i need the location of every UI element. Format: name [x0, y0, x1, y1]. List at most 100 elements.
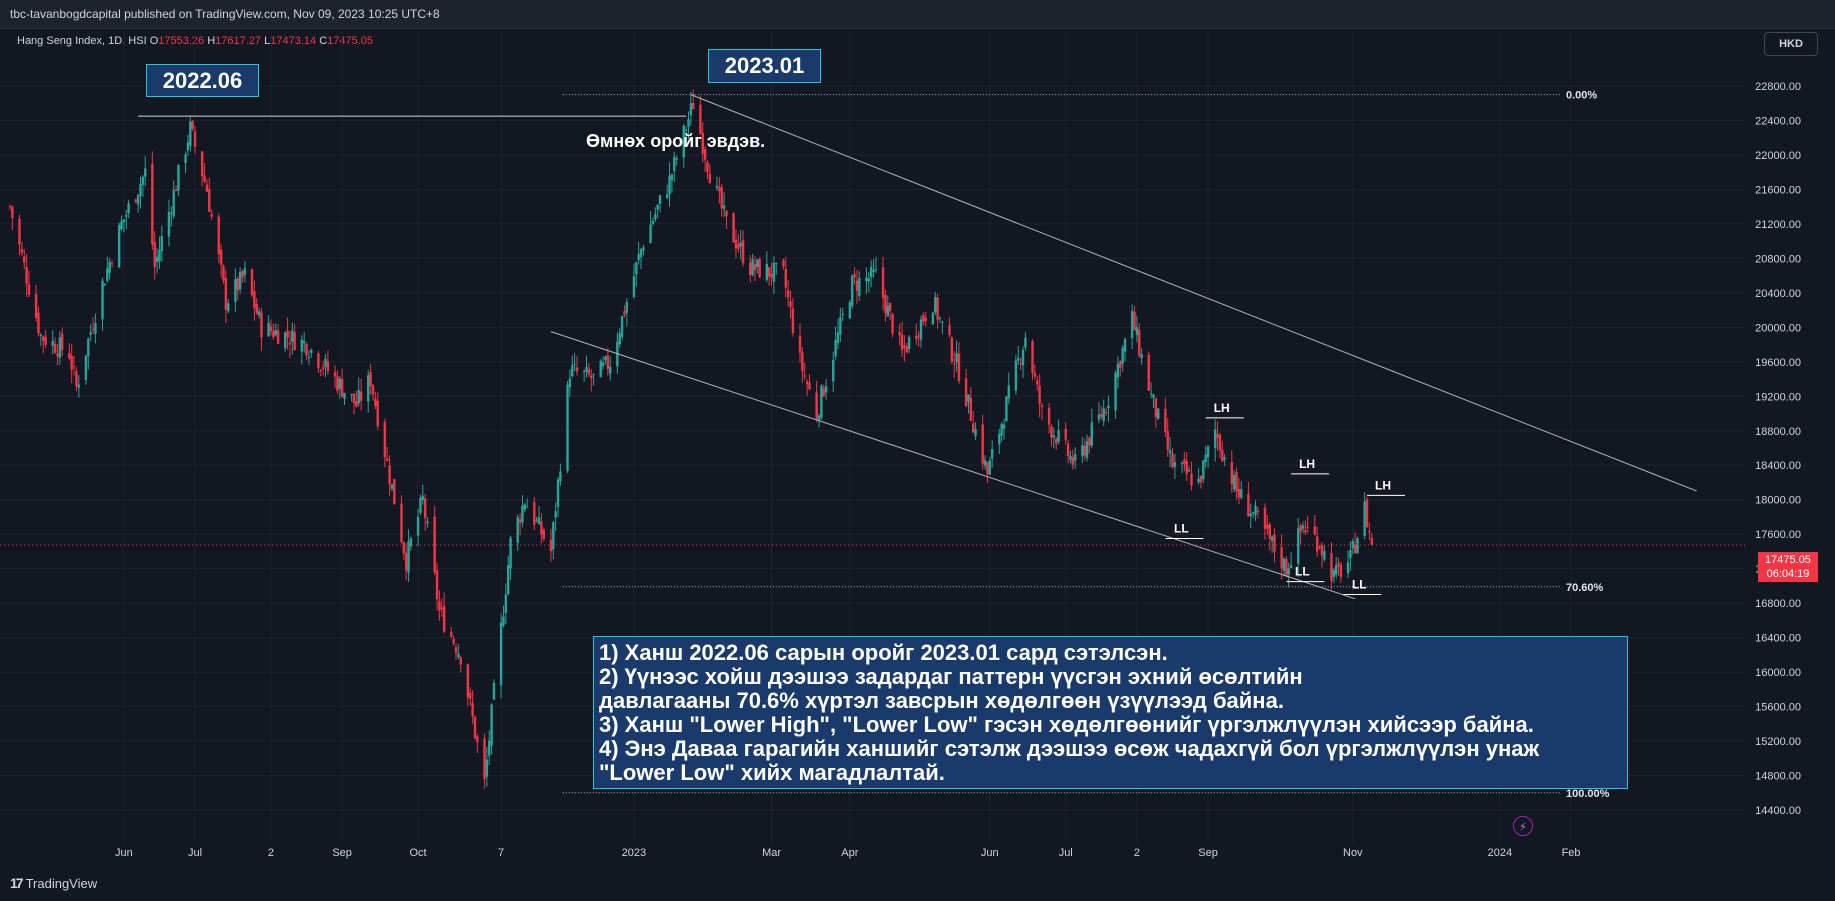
- candle-body: [1166, 431, 1169, 451]
- candle-body: [1206, 446, 1210, 458]
- candle-body: [53, 343, 57, 353]
- candle-body: [1190, 473, 1193, 486]
- trendline: [690, 94, 1697, 492]
- candle-body: [801, 352, 804, 372]
- candle-body: [1100, 414, 1103, 417]
- candle-body: [359, 391, 363, 401]
- candle-body: [1251, 512, 1255, 514]
- candle-body: [1287, 568, 1290, 575]
- currency-button[interactable]: HKD: [1764, 32, 1818, 56]
- candle-body: [255, 304, 258, 314]
- candle-body: [848, 302, 852, 319]
- candle-body: [357, 390, 360, 404]
- candle-body: [756, 259, 759, 267]
- candle-body: [84, 355, 88, 380]
- candle-body: [739, 242, 742, 247]
- candle-body: [103, 284, 107, 286]
- candle-body: [969, 397, 973, 421]
- candle-body: [533, 502, 536, 525]
- x-tick-label: Sep: [1198, 847, 1218, 859]
- candle-body: [974, 428, 977, 437]
- candle-body: [326, 361, 330, 372]
- candle-body: [1183, 459, 1186, 464]
- candle-body: [390, 484, 394, 489]
- bar-countdown: 06:04:19: [1766, 568, 1810, 580]
- candle-body: [998, 433, 1001, 445]
- y-tick-label: 22800.00: [1755, 81, 1801, 93]
- candle-body: [416, 516, 420, 536]
- candle-body: [741, 240, 745, 264]
- candle-body: [1353, 544, 1357, 554]
- candle-body: [1318, 546, 1321, 549]
- candle-body: [1268, 524, 1271, 539]
- close-label: C: [319, 35, 328, 47]
- candle-body: [421, 495, 424, 500]
- y-tick-label: 22400.00: [1755, 115, 1801, 127]
- candle-body: [134, 199, 137, 203]
- candle-body: [535, 519, 538, 521]
- lower-low-label: LL: [1174, 522, 1189, 536]
- candle-body: [450, 632, 453, 637]
- candle-body: [1230, 462, 1233, 485]
- candle-body: [386, 458, 389, 461]
- candle-body: [127, 203, 130, 214]
- candle-body: [571, 365, 574, 377]
- candle-body: [592, 373, 595, 375]
- candle-body: [1135, 327, 1139, 336]
- candle-body: [184, 154, 187, 164]
- candle-body: [772, 262, 776, 282]
- candle-body: [1164, 408, 1167, 432]
- candle-body: [867, 278, 871, 282]
- candle-body: [537, 517, 541, 525]
- candle-body: [1168, 450, 1172, 454]
- x-tick-label: 2023: [622, 847, 646, 859]
- candle-body: [815, 392, 818, 419]
- candle-body: [834, 339, 837, 357]
- y-tick-label: 21600.00: [1755, 184, 1801, 196]
- candle-body: [915, 335, 918, 340]
- candle-body: [222, 265, 225, 281]
- high-value: 17617.27: [215, 35, 262, 47]
- candle-body: [167, 211, 171, 237]
- candle-body: [504, 594, 508, 613]
- candle-body: [141, 176, 145, 185]
- candle-body: [459, 657, 462, 665]
- note-line: "Lower Low" хийх магадлалтай.: [599, 760, 945, 785]
- y-tick-label: 20000.00: [1755, 322, 1801, 334]
- candle-body: [1040, 404, 1044, 407]
- candle-body: [986, 462, 989, 475]
- candle-body: [300, 339, 304, 352]
- candle-body: [822, 388, 825, 397]
- candle-body: [1266, 524, 1269, 529]
- candle-body: [869, 266, 873, 278]
- candle-body: [1090, 422, 1094, 446]
- candle-body: [409, 538, 413, 547]
- candle-body: [20, 248, 24, 253]
- candle-body: [1249, 513, 1252, 517]
- candle-body: [525, 506, 529, 508]
- candle-body: [748, 262, 752, 275]
- candle-body: [1280, 547, 1283, 569]
- y-tick-label: 21200.00: [1755, 219, 1801, 231]
- candle-body: [87, 338, 90, 356]
- previous-high-label: Өмнөх оройг эвдэв.: [586, 131, 765, 151]
- candle-body: [75, 371, 78, 387]
- candle-body: [722, 205, 726, 210]
- lightning-icon[interactable]: ⚡: [1513, 816, 1533, 836]
- candle-body: [1185, 461, 1188, 474]
- candle-body: [151, 163, 154, 245]
- candle-body: [257, 311, 261, 316]
- candle-body: [1102, 408, 1105, 422]
- candle-body: [1332, 570, 1336, 577]
- candle-body: [58, 337, 62, 358]
- candle-body: [692, 103, 695, 110]
- candle-body: [23, 256, 26, 263]
- candle-body: [44, 336, 47, 345]
- candle-body: [11, 206, 14, 218]
- candle-body: [488, 740, 491, 756]
- candle-body: [1157, 408, 1160, 419]
- open-label: O: [149, 35, 159, 47]
- candle-body: [587, 369, 591, 375]
- tradingview-brand[interactable]: 17 TradingView: [10, 875, 97, 891]
- fib-level-label: 70.60%: [1566, 582, 1604, 594]
